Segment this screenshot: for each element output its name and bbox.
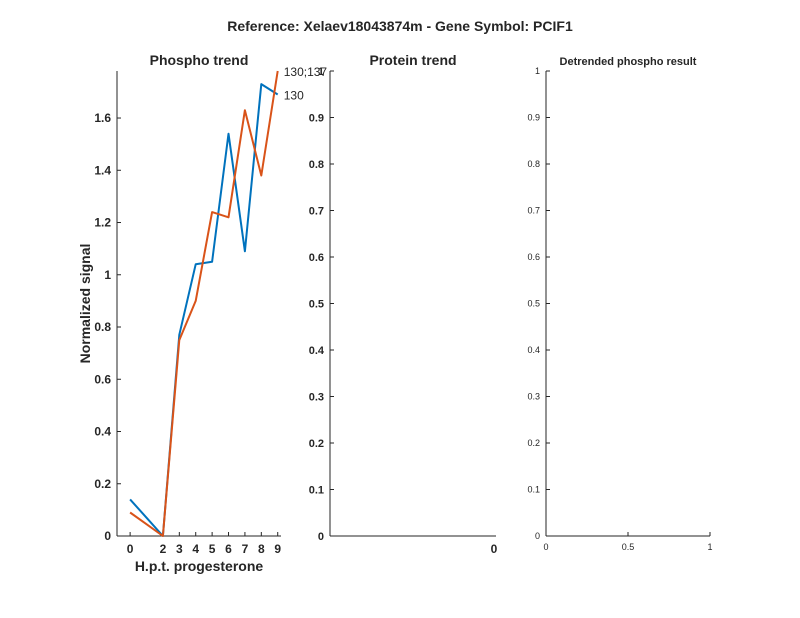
protein-trend-panel: Protein trend 0 0.1 0.2 0.3 0.4 0.5 0.6 0.7 0.8 0.… (309, 52, 498, 556)
y-tick-label: 0.7 (309, 205, 324, 217)
y-tick-label: 0.6 (527, 252, 540, 262)
y-tick-label: 0.9 (309, 112, 324, 124)
y-tick-label: 0.2 (94, 477, 111, 491)
y-tick-label: 0.3 (527, 392, 540, 402)
y-tick-label: 0.6 (309, 252, 324, 264)
y-tick-label: 1 (104, 268, 111, 282)
x-tick-label: 9 (274, 542, 281, 556)
y-tick-label: 1 (535, 66, 540, 76)
y-tick-label: 0 (104, 529, 111, 543)
x-tick-label: 5 (209, 542, 216, 556)
x-tick-label: 1 (707, 542, 712, 552)
y-tick-label: 0.1 (527, 485, 540, 495)
y-tick-label: 1.4 (94, 163, 111, 177)
y-tick-label: 0.4 (527, 345, 540, 355)
x-tick-label: 0 (127, 542, 134, 556)
y-tick-label: 0.4 (309, 345, 325, 357)
x-tick-label: 7 (242, 542, 249, 556)
x-tick-label: 0.5 (622, 542, 635, 552)
x-tick-label: 6 (225, 542, 232, 556)
y-tick-label: 1.6 (94, 111, 111, 125)
y-tick-label: 0 (535, 531, 540, 541)
y-tick-label: 0.5 (309, 298, 324, 310)
y-tick-label: 1.2 (94, 216, 111, 230)
x-tick-label: 8 (258, 542, 265, 556)
y-tick-label: 0.2 (309, 438, 324, 450)
y-tick-label: 1 (318, 66, 324, 78)
x-tick-label: 3 (176, 542, 183, 556)
x-tick-label: 0 (491, 542, 498, 556)
series-line (129, 83, 279, 537)
series-end-label: 130;137 (284, 65, 328, 79)
y-axis-label: Normalized signal (77, 244, 93, 364)
y-tick-label: 0.8 (309, 159, 324, 171)
y-tick-label: 0.1 (309, 484, 324, 496)
y-tick-label: 0.2 (527, 438, 540, 448)
figure-title: Reference: Xelaev18043874m - Gene Symbol… (227, 18, 573, 34)
y-tick-label: 0.9 (527, 113, 540, 123)
x-tick-label: 4 (192, 542, 199, 556)
panel-title: Phospho trend (150, 52, 249, 68)
series-line (129, 70, 279, 537)
y-tick-label: 0.8 (94, 320, 111, 334)
y-tick-label: 0.5 (527, 299, 540, 309)
series-end-label: 130 (284, 89, 304, 103)
phospho-trend-panel: Phospho trend 0 0.2 0.4 0.6 0.8 1 1.2 1.4 1.6 0 2 3 4… (77, 52, 327, 574)
y-tick-label: 0.6 (94, 372, 111, 386)
y-tick-label: 0 (318, 531, 324, 543)
x-axis-label: H.p.t. progesterone (135, 558, 264, 574)
y-tick-label: 0.7 (527, 206, 540, 216)
y-tick-label: 0.4 (94, 425, 111, 439)
panel-title: Protein trend (369, 52, 456, 68)
x-tick-label: 0 (543, 542, 548, 552)
y-tick-label: 0.8 (527, 159, 540, 169)
panel-title: Detrended phospho result (560, 56, 697, 68)
x-tick-label: 2 (160, 542, 167, 556)
y-tick-label: 0.3 (309, 391, 324, 403)
detrended-phospho-panel: Detrended phospho result 0 0.1 0.2 0.3 0.4 0.5… (527, 56, 712, 552)
